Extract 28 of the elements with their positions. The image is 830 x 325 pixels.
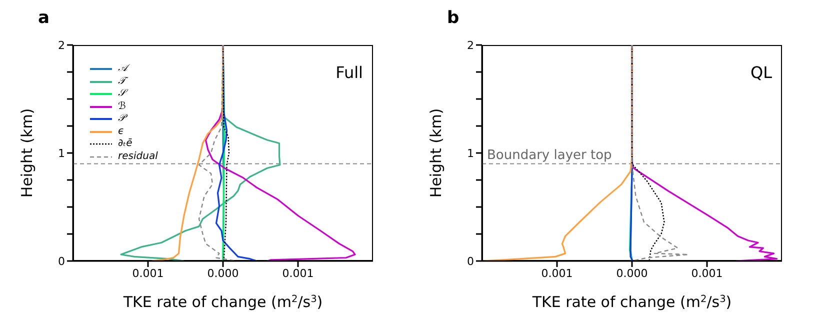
x-tick-label: 0.000 [616, 266, 648, 280]
y-tick-label: 2 [58, 38, 65, 52]
y-tick-label: 1 [58, 146, 65, 160]
y-axis-title: Height (km) [18, 108, 36, 198]
legend-label: ℬ [118, 100, 126, 113]
y-tick-label: 2 [467, 38, 474, 52]
y-tick-label: 0 [58, 254, 65, 268]
x-tick-label: 0.001 [541, 266, 573, 280]
x-axis-title: TKE rate of change (m$^{2}$/s$^{3}$) [122, 293, 323, 311]
y-axis-title: Height (km) [427, 108, 445, 198]
legend-label: 𝒮 [118, 88, 126, 100]
legend-label: residual [118, 150, 158, 163]
chart-title: a [38, 8, 50, 28]
annotation: Full [336, 63, 363, 82]
x-axis-title: TKE rate of change (m$^{2}$/s$^{3}$) [531, 293, 732, 311]
x-tick-label: 0.001 [282, 266, 314, 280]
legend-label: 𝒫 [118, 113, 125, 126]
y-tick-label: 0 [467, 254, 474, 268]
y-tick-label: 1 [467, 146, 474, 160]
annotation: QL [750, 63, 772, 82]
legend-label: ∂ₜē [118, 138, 132, 150]
x-tick-label: 0.001 [691, 266, 723, 280]
legend-label: ϵ [118, 126, 124, 138]
chart-title: b [447, 8, 460, 28]
x-tick-label: 0.000 [207, 266, 239, 280]
legend-label: 𝒯 [118, 76, 126, 88]
x-tick-label: 0.001 [132, 266, 164, 280]
ref-line-label: Boundary layer top [487, 148, 612, 163]
